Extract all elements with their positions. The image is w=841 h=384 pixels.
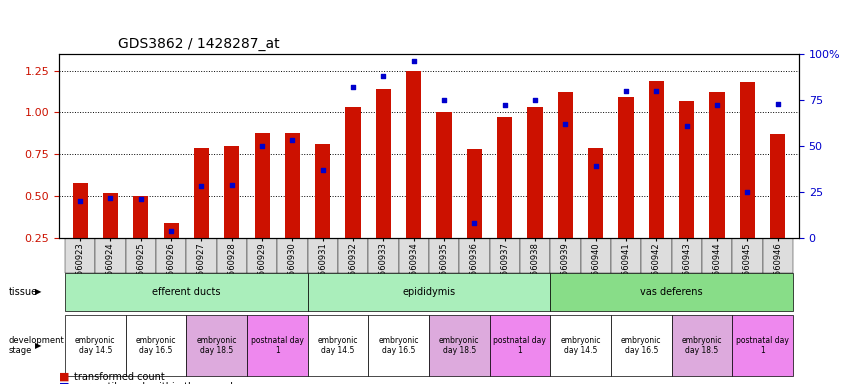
- Text: percentile rank within the sample: percentile rank within the sample: [74, 382, 239, 384]
- Text: embryonic
day 14.5: embryonic day 14.5: [75, 336, 115, 355]
- Text: efferent ducts: efferent ducts: [152, 287, 220, 297]
- Text: ▶: ▶: [34, 341, 41, 350]
- Bar: [467, 149, 482, 280]
- Point: [558, 121, 572, 127]
- Point: [528, 97, 542, 103]
- Bar: [497, 118, 512, 280]
- Text: embryonic
day 18.5: embryonic day 18.5: [682, 336, 722, 355]
- Point: [498, 102, 511, 108]
- Text: development
stage: development stage: [8, 336, 64, 355]
- Text: embryonic
day 16.5: embryonic day 16.5: [621, 336, 662, 355]
- Bar: [648, 81, 664, 280]
- Bar: [315, 144, 331, 280]
- Bar: [255, 132, 270, 280]
- Text: ▶: ▶: [34, 287, 41, 296]
- Point: [589, 163, 602, 169]
- Bar: [770, 134, 785, 280]
- Bar: [588, 147, 603, 280]
- Bar: [376, 89, 391, 280]
- Bar: [710, 92, 725, 280]
- Point: [164, 228, 177, 234]
- Bar: [618, 97, 633, 280]
- Bar: [133, 196, 148, 280]
- Text: embryonic
day 18.5: embryonic day 18.5: [196, 336, 237, 355]
- Text: embryonic
day 16.5: embryonic day 16.5: [378, 336, 419, 355]
- Bar: [740, 82, 755, 280]
- Point: [468, 220, 481, 227]
- Bar: [163, 223, 178, 280]
- Bar: [406, 71, 421, 280]
- Point: [649, 88, 663, 94]
- Text: ■: ■: [59, 372, 69, 382]
- Text: ■: ■: [59, 382, 69, 384]
- Text: tissue: tissue: [8, 287, 38, 297]
- Bar: [436, 113, 452, 280]
- Point: [711, 102, 724, 108]
- Bar: [346, 108, 361, 280]
- Bar: [680, 101, 695, 280]
- Point: [103, 194, 117, 200]
- Point: [619, 88, 632, 94]
- Point: [680, 122, 694, 129]
- Point: [286, 137, 299, 144]
- Text: embryonic
day 18.5: embryonic day 18.5: [439, 336, 479, 355]
- Bar: [558, 92, 573, 280]
- Point: [407, 58, 420, 64]
- Text: embryonic
day 14.5: embryonic day 14.5: [560, 336, 600, 355]
- Text: postnatal day
1: postnatal day 1: [251, 336, 304, 355]
- Text: embryonic
day 14.5: embryonic day 14.5: [318, 336, 358, 355]
- Text: postnatal day
1: postnatal day 1: [494, 336, 547, 355]
- Bar: [285, 132, 300, 280]
- Bar: [527, 108, 542, 280]
- Point: [346, 84, 360, 90]
- Bar: [103, 193, 118, 280]
- Point: [134, 196, 147, 202]
- Text: postnatal day
1: postnatal day 1: [736, 336, 789, 355]
- Point: [771, 101, 785, 107]
- Point: [195, 184, 209, 190]
- Point: [256, 143, 269, 149]
- Point: [741, 189, 754, 195]
- Bar: [72, 183, 87, 280]
- Point: [316, 167, 330, 173]
- Point: [437, 97, 451, 103]
- Bar: [193, 147, 209, 280]
- Text: epididymis: epididymis: [402, 287, 456, 297]
- Text: GDS3862 / 1428287_at: GDS3862 / 1428287_at: [118, 37, 280, 51]
- Point: [225, 182, 239, 188]
- Point: [377, 73, 390, 79]
- Text: transformed count: transformed count: [74, 372, 165, 382]
- Text: embryonic
day 16.5: embryonic day 16.5: [135, 336, 176, 355]
- Text: vas deferens: vas deferens: [640, 287, 703, 297]
- Point: [73, 198, 87, 204]
- Bar: [225, 146, 240, 280]
